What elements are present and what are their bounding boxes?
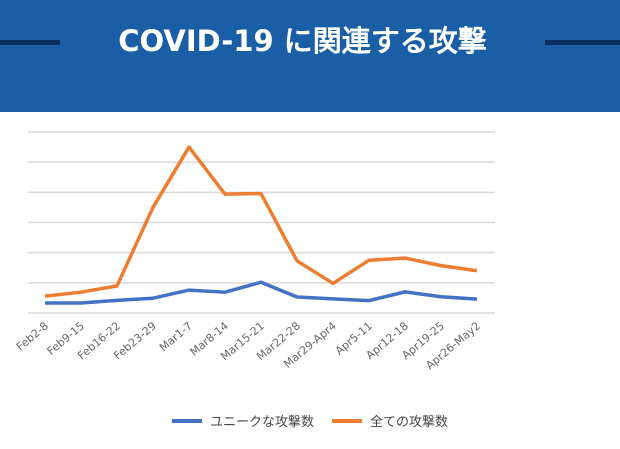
series-line-1 bbox=[44, 145, 478, 298]
decorative-line-right bbox=[545, 40, 620, 45]
legend-item-unique: ユニークな攻撃数 bbox=[171, 411, 314, 430]
decorative-line-left bbox=[0, 40, 60, 45]
legend-label-unique: ユニークな攻撃数 bbox=[209, 415, 314, 430]
legend-swatch-all bbox=[332, 418, 362, 423]
legend-label-all: 全ての攻撃数 bbox=[370, 415, 449, 430]
legend-swatch-unique bbox=[171, 418, 202, 423]
header-banner: COVID-19 に関連する攻撃 bbox=[0, 0, 620, 112]
chart-title: COVID-19 に関連する攻撃 bbox=[118, 24, 487, 58]
legend: ユニークな攻撃数 全ての攻撃数 bbox=[0, 411, 620, 430]
line-chart: Feb2-8Feb9-15Feb16-22Feb23-29Mar1-7Mar8-… bbox=[14, 131, 495, 372]
legend-item-all: 全ての攻撃数 bbox=[332, 411, 448, 430]
